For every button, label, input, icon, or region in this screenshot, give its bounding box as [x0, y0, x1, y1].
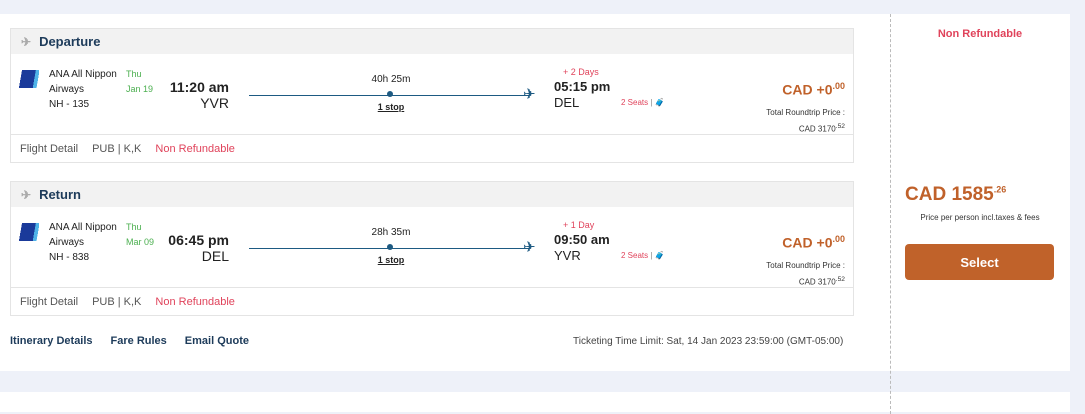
- duration: 40h 25m: [371, 74, 411, 85]
- return-segment: ✈ Return ANA All Nippon Airways NH - 838 T…: [10, 181, 854, 316]
- arr-time: 09:50 am: [554, 232, 610, 247]
- airline-logo: [17, 223, 39, 241]
- fare-class: PUB | K,K: [92, 295, 142, 308]
- departure-plane-icon: ✈: [21, 34, 32, 49]
- seats-left: 2 Seats: [621, 98, 649, 107]
- total-price: CAD 3170.52: [798, 123, 845, 134]
- refund-status: Non Refundable: [155, 295, 235, 308]
- refund-status: Non Refundable: [155, 142, 235, 155]
- day-offset: + 1 Day: [563, 220, 595, 230]
- plane-icon: ✈: [523, 86, 536, 103]
- airline-name: ANA All Nippon Airways: [49, 69, 117, 95]
- price-diff: CAD +0.00: [782, 81, 845, 98]
- dep-time: 11:20 am: [169, 79, 229, 95]
- stops-link[interactable]: 1 stop: [377, 102, 405, 112]
- refund-status: Non Refundable: [937, 28, 1023, 40]
- dep-day: Thu: [126, 222, 142, 232]
- baggage-icon: | 🧳: [650, 251, 665, 260]
- dep-date: Jan 19: [126, 84, 154, 94]
- price-note: Price per person incl.taxes & fees: [920, 213, 1040, 222]
- fare-rules-link[interactable]: Fare Rules: [110, 335, 167, 347]
- stop-dot: [387, 244, 393, 250]
- select-button[interactable]: Select: [905, 244, 1054, 280]
- itinerary-details-link[interactable]: Itinerary Details: [10, 335, 93, 347]
- total-price: CAD 3170.52: [798, 276, 845, 287]
- dep-code: YVR: [200, 95, 229, 111]
- flight-number: NH - 838: [49, 252, 90, 263]
- dep-code: DEL: [201, 248, 229, 264]
- flight-number: NH - 135: [49, 99, 90, 110]
- total-label: Total Roundtrip Price :: [766, 108, 845, 117]
- airline-logo: [17, 70, 39, 88]
- departure-segment: ✈ Departure ANA All Nippon Airways NH - 13…: [10, 28, 854, 163]
- stops-link[interactable]: 1 stop: [377, 255, 405, 265]
- stop-dot: [387, 91, 393, 97]
- flight-detail-link[interactable]: Flight Detail: [20, 295, 79, 308]
- segment-title: Departure: [39, 34, 101, 49]
- email-quote-link[interactable]: Email Quote: [184, 335, 249, 347]
- arr-code: DEL: [554, 95, 580, 110]
- ticketing-time-limit: Ticketing Time Limit: Sat, 14 Jan 2023 2…: [573, 336, 844, 347]
- return-plane-icon: ✈: [21, 187, 32, 202]
- duration: 28h 35m: [371, 227, 411, 238]
- plane-icon: ✈: [523, 239, 536, 256]
- next-result-card: [0, 392, 1070, 412]
- fare-class: PUB | K,K: [92, 142, 142, 155]
- segment-title: Return: [39, 187, 81, 202]
- price-per-person: CAD 1585.26: [905, 184, 1007, 205]
- dep-day: Thu: [126, 69, 142, 79]
- divider: [890, 14, 891, 414]
- arr-time: 05:15 pm: [554, 79, 611, 94]
- day-offset: + 2 Days: [563, 67, 599, 77]
- airline-name: ANA All Nippon Airways: [49, 222, 117, 248]
- price-diff: CAD +0.00: [782, 234, 845, 251]
- dep-date: Mar 09: [126, 237, 155, 247]
- baggage-icon: | 🧳: [650, 98, 665, 107]
- arr-code: YVR: [554, 248, 581, 263]
- total-label: Total Roundtrip Price :: [766, 261, 845, 270]
- seats-left: 2 Seats: [621, 251, 649, 260]
- dep-time: 06:45 pm: [168, 232, 229, 248]
- flight-detail-link[interactable]: Flight Detail: [20, 142, 79, 155]
